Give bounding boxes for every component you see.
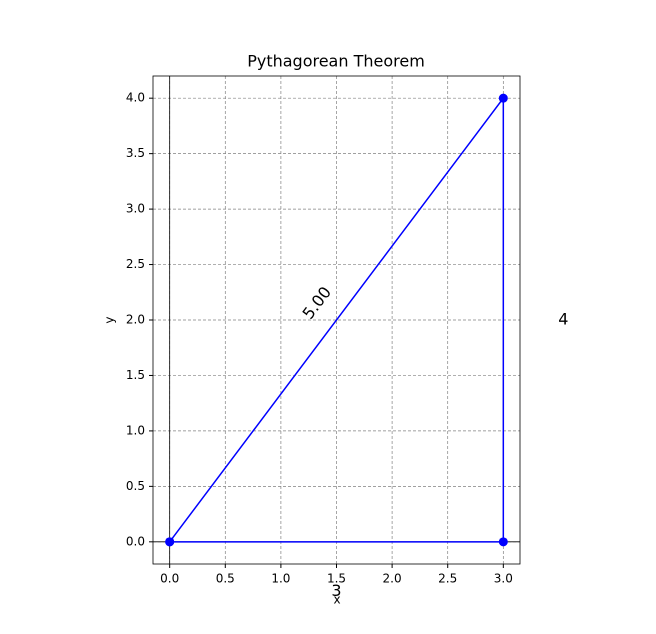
x-tick-label: 2.5 bbox=[438, 572, 457, 586]
y-tick-label: 2.0 bbox=[126, 313, 145, 327]
y-tick-label: 3.5 bbox=[126, 146, 145, 160]
point bbox=[165, 537, 175, 547]
y-tick-label: 4.0 bbox=[126, 91, 145, 105]
point bbox=[498, 537, 508, 547]
x-axis-label: x bbox=[333, 593, 340, 607]
line bbox=[169, 95, 505, 543]
y-tick-label: 3.0 bbox=[126, 202, 145, 216]
x-tick-label: 0.5 bbox=[216, 572, 235, 586]
y-axis-label: y bbox=[103, 316, 117, 323]
x-tick-label: 2.0 bbox=[383, 572, 402, 586]
point bbox=[498, 93, 508, 103]
y-tick-label: 0.0 bbox=[126, 534, 145, 548]
y-tick-label: 1.0 bbox=[126, 423, 145, 437]
y-tick-label: 2.5 bbox=[126, 257, 145, 271]
chart-title: Pythagorean Theorem bbox=[247, 52, 425, 71]
annotation: 3 bbox=[331, 581, 341, 600]
x-tick-label: 3.0 bbox=[494, 572, 513, 586]
y-tick-label: 0.5 bbox=[126, 479, 145, 493]
plot-frame bbox=[152, 75, 521, 565]
x-tick-label: 1.5 bbox=[327, 572, 346, 586]
annotation: 4 bbox=[558, 310, 568, 329]
y-tick-label: 1.5 bbox=[126, 368, 145, 382]
x-tick-label: 0.0 bbox=[160, 572, 179, 586]
x-tick-label: 1.0 bbox=[271, 572, 290, 586]
